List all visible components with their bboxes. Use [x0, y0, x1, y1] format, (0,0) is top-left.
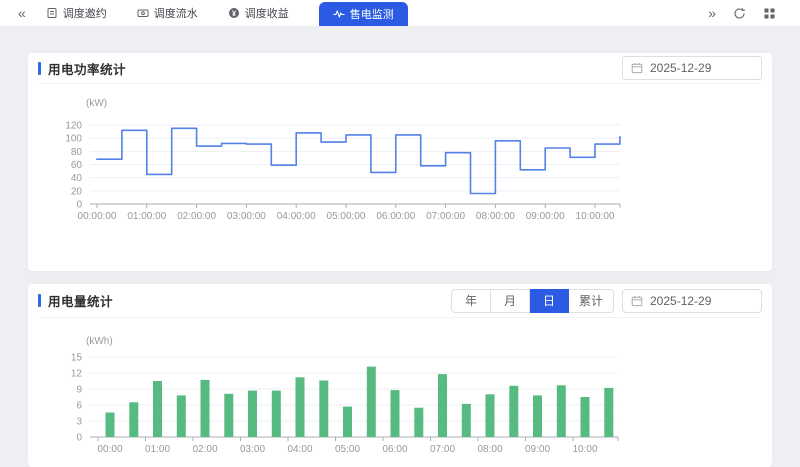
tab-dispatch-flow[interactable]: 调度流水 — [137, 5, 198, 21]
svg-text:0: 0 — [76, 200, 82, 211]
range-button-month[interactable]: 月 — [490, 288, 530, 313]
svg-text:(kW): (kW) — [86, 98, 107, 109]
svg-text:6: 6 — [76, 401, 82, 412]
title-accent-bar — [38, 61, 41, 75]
svg-text:15: 15 — [71, 353, 83, 364]
svg-text:10:00:00: 10:00:00 — [576, 211, 615, 222]
svg-text:07:00: 07:00 — [430, 444, 455, 455]
calendar-icon — [631, 295, 643, 307]
range-button-group: 年 月 日 累计 — [450, 288, 614, 313]
power-date-picker[interactable]: 2025-12-29 — [622, 56, 762, 80]
svg-text:12: 12 — [71, 369, 83, 380]
svg-text:05:00: 05:00 — [335, 444, 360, 455]
tab-dispatch-invite[interactable]: 调度邀约 — [46, 5, 107, 21]
svg-text:08:00: 08:00 — [477, 444, 502, 455]
svg-text:09:00: 09:00 — [525, 444, 550, 455]
svg-text:20: 20 — [71, 186, 83, 197]
svg-text:01:00:00: 01:00:00 — [127, 211, 166, 222]
energy-stats-card: 用电量统计 年 月 日 累计 2025-12-29 (kWh) 0 3 6 9 12 15 0… — [28, 284, 772, 467]
svg-text:80: 80 — [71, 147, 83, 158]
svg-text:02:00: 02:00 — [192, 444, 217, 455]
svg-text:09:00:00: 09:00:00 — [526, 211, 565, 222]
calendar-icon — [631, 62, 643, 74]
tab-label: 调度流水 — [153, 8, 198, 20]
power-section-title: 用电功率统计 — [48, 62, 127, 77]
top-tab-bar: « 调度邀约 调度流水 调度收益 售电监测 » — [0, 0, 800, 27]
range-button-day[interactable]: 日 — [529, 288, 569, 313]
tab-label: 售电监测 — [349, 9, 394, 21]
svg-text:04:00:00: 04:00:00 — [277, 211, 316, 222]
tab-label: 调度收益 — [244, 8, 289, 20]
waveform-icon — [333, 8, 345, 20]
collapse-sidebar-icon[interactable]: « — [18, 5, 26, 21]
svg-text:06:00: 06:00 — [382, 444, 407, 455]
svg-text:03:00: 03:00 — [240, 444, 265, 455]
power-stats-header: 用电功率统计 2025-12-29 — [38, 53, 762, 84]
energy-bar-chart: (kWh) 0 3 6 9 12 15 00:00 01:00 02:00 03:00 04:00 05… — [71, 336, 619, 455]
page-content: 用电功率统计 2025-12-29 (kW) 0 20 40 60 80 100 120 00:… — [0, 53, 800, 467]
svg-text:60: 60 — [71, 160, 83, 171]
svg-text:02:00:00: 02:00:00 — [177, 211, 216, 222]
svg-text:04:00: 04:00 — [287, 444, 312, 455]
tab-label: 调度邀约 — [62, 8, 107, 20]
energy-section-title: 用电量统计 — [48, 295, 114, 309]
svg-text:9: 9 — [76, 385, 82, 396]
document-icon — [46, 7, 58, 19]
svg-text:00:00:00: 00:00:00 — [78, 211, 117, 222]
svg-text:120: 120 — [65, 121, 82, 132]
svg-text:3: 3 — [76, 417, 82, 428]
power-stats-card: 用电功率统计 2025-12-29 (kW) 0 20 40 60 80 100 120 00:… — [28, 53, 772, 271]
banknote-icon — [137, 7, 149, 19]
title-accent-bar — [38, 294, 41, 307]
svg-text:00:00: 00:00 — [97, 444, 122, 455]
power-date-value: 2025-12-29 — [650, 61, 712, 75]
power-step-line-chart: (kW) 0 20 40 60 80 100 120 00:00:00 01:00:00 02:00… — [65, 98, 621, 222]
range-button-year[interactable]: 年 — [450, 288, 491, 313]
svg-text:100: 100 — [65, 134, 82, 145]
svg-text:06:00:00: 06:00:00 — [376, 211, 415, 222]
svg-text:03:00:00: 03:00:00 — [227, 211, 266, 222]
svg-text:10:00: 10:00 — [572, 444, 597, 455]
tab-dispatch-revenue[interactable]: 调度收益 — [228, 5, 289, 21]
energy-date-value: 2025-12-29 — [650, 293, 712, 308]
svg-text:40: 40 — [71, 173, 83, 184]
svg-text:08:00:00: 08:00:00 — [476, 211, 515, 222]
svg-text:01:00: 01:00 — [145, 444, 170, 455]
coin-icon — [228, 7, 240, 19]
svg-text:0: 0 — [76, 433, 82, 444]
range-button-total[interactable]: 累计 — [568, 288, 614, 313]
svg-text:(kWh): (kWh) — [86, 336, 113, 347]
grid-icon[interactable] — [763, 7, 776, 20]
expand-tabs-icon[interactable]: » — [708, 5, 716, 21]
section-title-wrap: 用电量统计 — [38, 291, 113, 310]
refresh-icon[interactable] — [733, 7, 746, 20]
energy-stats-header: 用电量统计 年 月 日 累计 2025-12-29 — [38, 284, 762, 318]
tab-power-sale-monitor[interactable]: 售电监测 — [318, 2, 408, 26]
energy-date-picker[interactable]: 2025-12-29 — [622, 288, 762, 313]
section-title-wrap: 用电功率统计 — [38, 59, 126, 78]
svg-text:07:00:00: 07:00:00 — [426, 211, 465, 222]
topbar-actions: » — [708, 5, 776, 21]
svg-text:05:00:00: 05:00:00 — [327, 211, 366, 222]
